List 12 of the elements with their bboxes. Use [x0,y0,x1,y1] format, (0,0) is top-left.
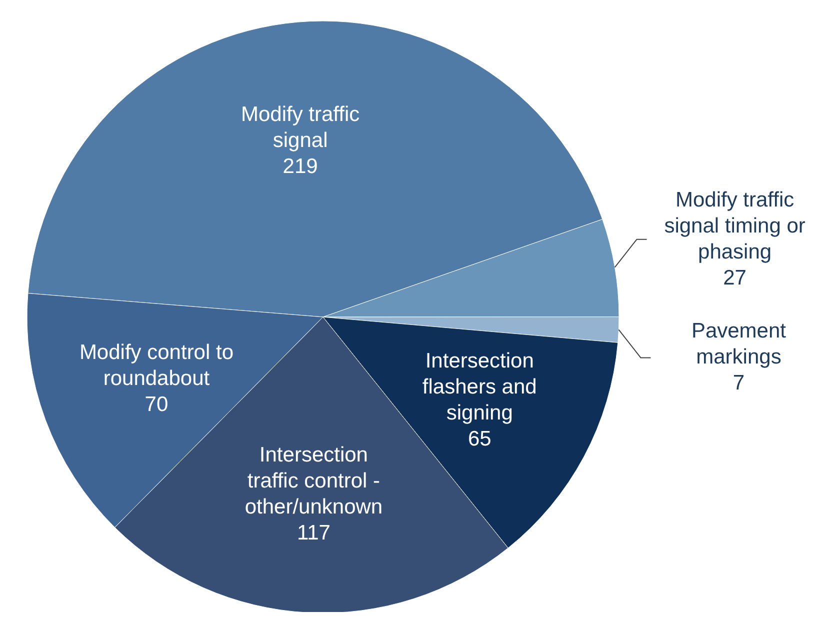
slice-label: Pavement markings [691,319,786,368]
data-label: 65 [468,427,492,450]
slice-label: Intersection traffic control - other/unknown [244,442,383,518]
slice-label: Modify traffic signal timing or phasing [664,188,806,263]
slice-label: Intersection flashers and signing [422,349,537,424]
data-label: 7 [732,371,745,394]
data-label: 27 [723,266,746,289]
data-label: 117 [296,520,330,544]
slice-label: Modify control to roundabout [79,340,234,390]
data-label: 70 [144,392,168,416]
slice-label: Modify traffic signal [240,102,360,152]
data-label: 219 [282,154,318,178]
